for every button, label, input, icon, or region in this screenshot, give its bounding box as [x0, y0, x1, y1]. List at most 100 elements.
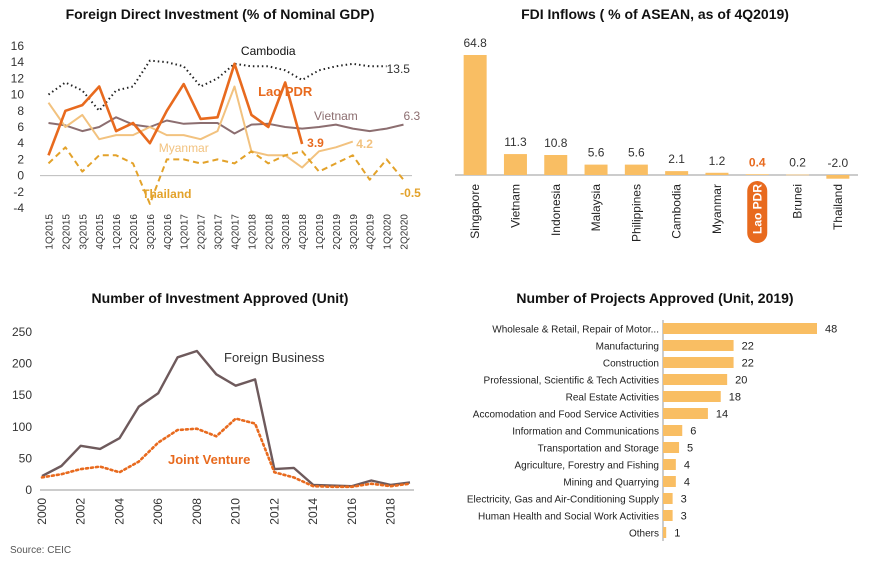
data-label: 11.3: [504, 135, 527, 149]
bar: [624, 164, 648, 175]
x-tick-label: 1Q2019: [315, 214, 326, 250]
series-line-lao-pdr: [47, 62, 304, 156]
y-tick-label: 50: [19, 451, 33, 465]
bar: [663, 510, 673, 521]
chart-title: FDI Inflows ( % of ASEAN, as of 4Q2019): [521, 6, 789, 22]
chart-title: Foreign Direct Investment (% of Nominal …: [65, 6, 375, 22]
data-label: 5: [687, 443, 693, 455]
x-tick-label: 2Q2019: [332, 214, 343, 250]
data-label: 3: [681, 511, 687, 523]
x-tick-label: 2004: [112, 498, 126, 525]
data-label: 22: [742, 358, 754, 370]
category-label: Electricity, Gas and Air-Conditioning Su…: [467, 495, 659, 506]
x-tick-label: 4Q2019: [366, 214, 377, 250]
category-label: Human Health and Social Work Activities: [478, 512, 659, 523]
y-tick-label: 16: [11, 39, 25, 53]
y-tick-label: 100: [12, 420, 32, 434]
bar: [544, 155, 568, 175]
bar: [826, 175, 850, 179]
x-tick-label: 4Q2018: [298, 214, 309, 250]
data-label: 4: [684, 477, 690, 489]
x-tick-label: 2006: [151, 498, 165, 525]
y-tick-label: 200: [12, 357, 32, 371]
fdi-gdp-chart: Foreign Direct Investment (% of Nominal …: [0, 0, 440, 280]
end-value-label: 6.3: [404, 109, 421, 123]
category-label: Others: [629, 529, 659, 540]
y-tick-label: 10: [11, 88, 25, 102]
x-tick-label: 2Q2016: [129, 214, 140, 250]
bar: [705, 172, 729, 175]
category-label: Mining and Quarrying: [563, 478, 659, 489]
data-label: 5.6: [588, 146, 605, 160]
bar: [463, 55, 487, 175]
x-tick-label: 1Q2015: [44, 214, 55, 250]
bar: [663, 408, 708, 419]
x-tick-label: 4Q2016: [163, 214, 174, 250]
fdi-inflows-chart: FDI Inflows ( % of ASEAN, as of 4Q2019) …: [440, 0, 870, 280]
data-label: 4: [684, 460, 690, 472]
series-line-vietnam: [48, 116, 404, 135]
series-line-joint-venture: [40, 417, 412, 489]
series-name-label: Foreign Business: [224, 350, 325, 365]
x-tick-label: 2014: [306, 498, 320, 525]
investment-approved-plot: 0 50 100 150 200 250 2000 2002 2004 2006 2008 2010 2…: [12, 325, 414, 525]
x-tick-label: 2Q2015: [61, 214, 72, 250]
end-value-label: 3.9: [307, 136, 324, 150]
x-tick-label: 4Q2015: [95, 214, 106, 250]
series-line-myanmar: [47, 85, 354, 169]
category-label: Brunei: [791, 184, 805, 219]
fdi-inflows-plot: 64.8 Singapore 11.3 Vietnam 10.8 Indonesia 5.6…: [455, 36, 858, 243]
x-tick-label: 3Q2016: [146, 214, 157, 250]
series-name-label: Cambodia: [241, 44, 296, 58]
x-tick-label: 2012: [267, 498, 281, 525]
y-tick-label: 2: [17, 152, 24, 166]
category-label: Malaysia: [589, 184, 603, 232]
category-label: Vietnam: [508, 184, 522, 228]
data-label: 48: [825, 324, 837, 336]
x-tick-label: 2000: [35, 498, 49, 525]
category-label: Wholesale & Retail, Repair of Motor...: [492, 325, 659, 336]
data-label: 20: [735, 375, 747, 387]
x-tick-label: 2008: [190, 498, 204, 525]
x-tick-label: 1Q2020: [383, 214, 394, 250]
series-name-label: Lao PDR: [258, 84, 313, 99]
bar: [663, 340, 734, 351]
series-line-thailand: [47, 146, 405, 205]
category-label: Real Estate Activities: [566, 393, 659, 404]
data-label: 1: [674, 528, 680, 540]
category-label: Information and Communications: [512, 427, 659, 438]
y-tick-label: 12: [11, 71, 25, 85]
category-label: Thailand: [831, 184, 845, 230]
y-tick-label: 0: [17, 169, 24, 183]
x-tick-label: 2010: [229, 498, 243, 525]
category-label: Lao PDR: [750, 184, 764, 234]
y-tick-label: 4: [17, 136, 24, 150]
bar: [663, 391, 721, 402]
category-label: Myanmar: [710, 184, 724, 234]
bar: [663, 459, 676, 470]
highlight-pill: [747, 181, 768, 243]
end-value-label: -0.5: [400, 186, 421, 200]
x-tick-label: 1Q2017: [180, 214, 191, 250]
x-tick-label: 2016: [345, 498, 359, 525]
bar: [663, 527, 667, 538]
projects-approved-chart: Number of Projects Approved (Unit, 2019)…: [440, 282, 870, 544]
chart-title: Number of Investment Approved (Unit): [91, 290, 349, 306]
x-tick-label: 2Q2020: [400, 214, 411, 250]
x-tick-label: 1Q2018: [247, 214, 258, 250]
data-label: 6: [690, 426, 696, 438]
series-name-label: Thailand: [142, 187, 191, 201]
category-label: Accomodation and Food Service Activities: [473, 410, 659, 421]
bar: [663, 323, 817, 334]
bar: [663, 425, 683, 436]
bar: [663, 357, 734, 368]
bar: [663, 374, 728, 385]
category-label: Cambodia: [670, 184, 684, 239]
bar: [665, 171, 689, 175]
series-name-label: Vietnam: [314, 109, 358, 123]
category-label: Construction: [603, 359, 659, 370]
bar: [663, 476, 676, 487]
data-label: 0.4: [749, 155, 766, 169]
y-tick-label: 14: [11, 55, 25, 69]
investment-approved-chart: Number of Investment Approved (Unit) 0 50…: [0, 282, 440, 542]
